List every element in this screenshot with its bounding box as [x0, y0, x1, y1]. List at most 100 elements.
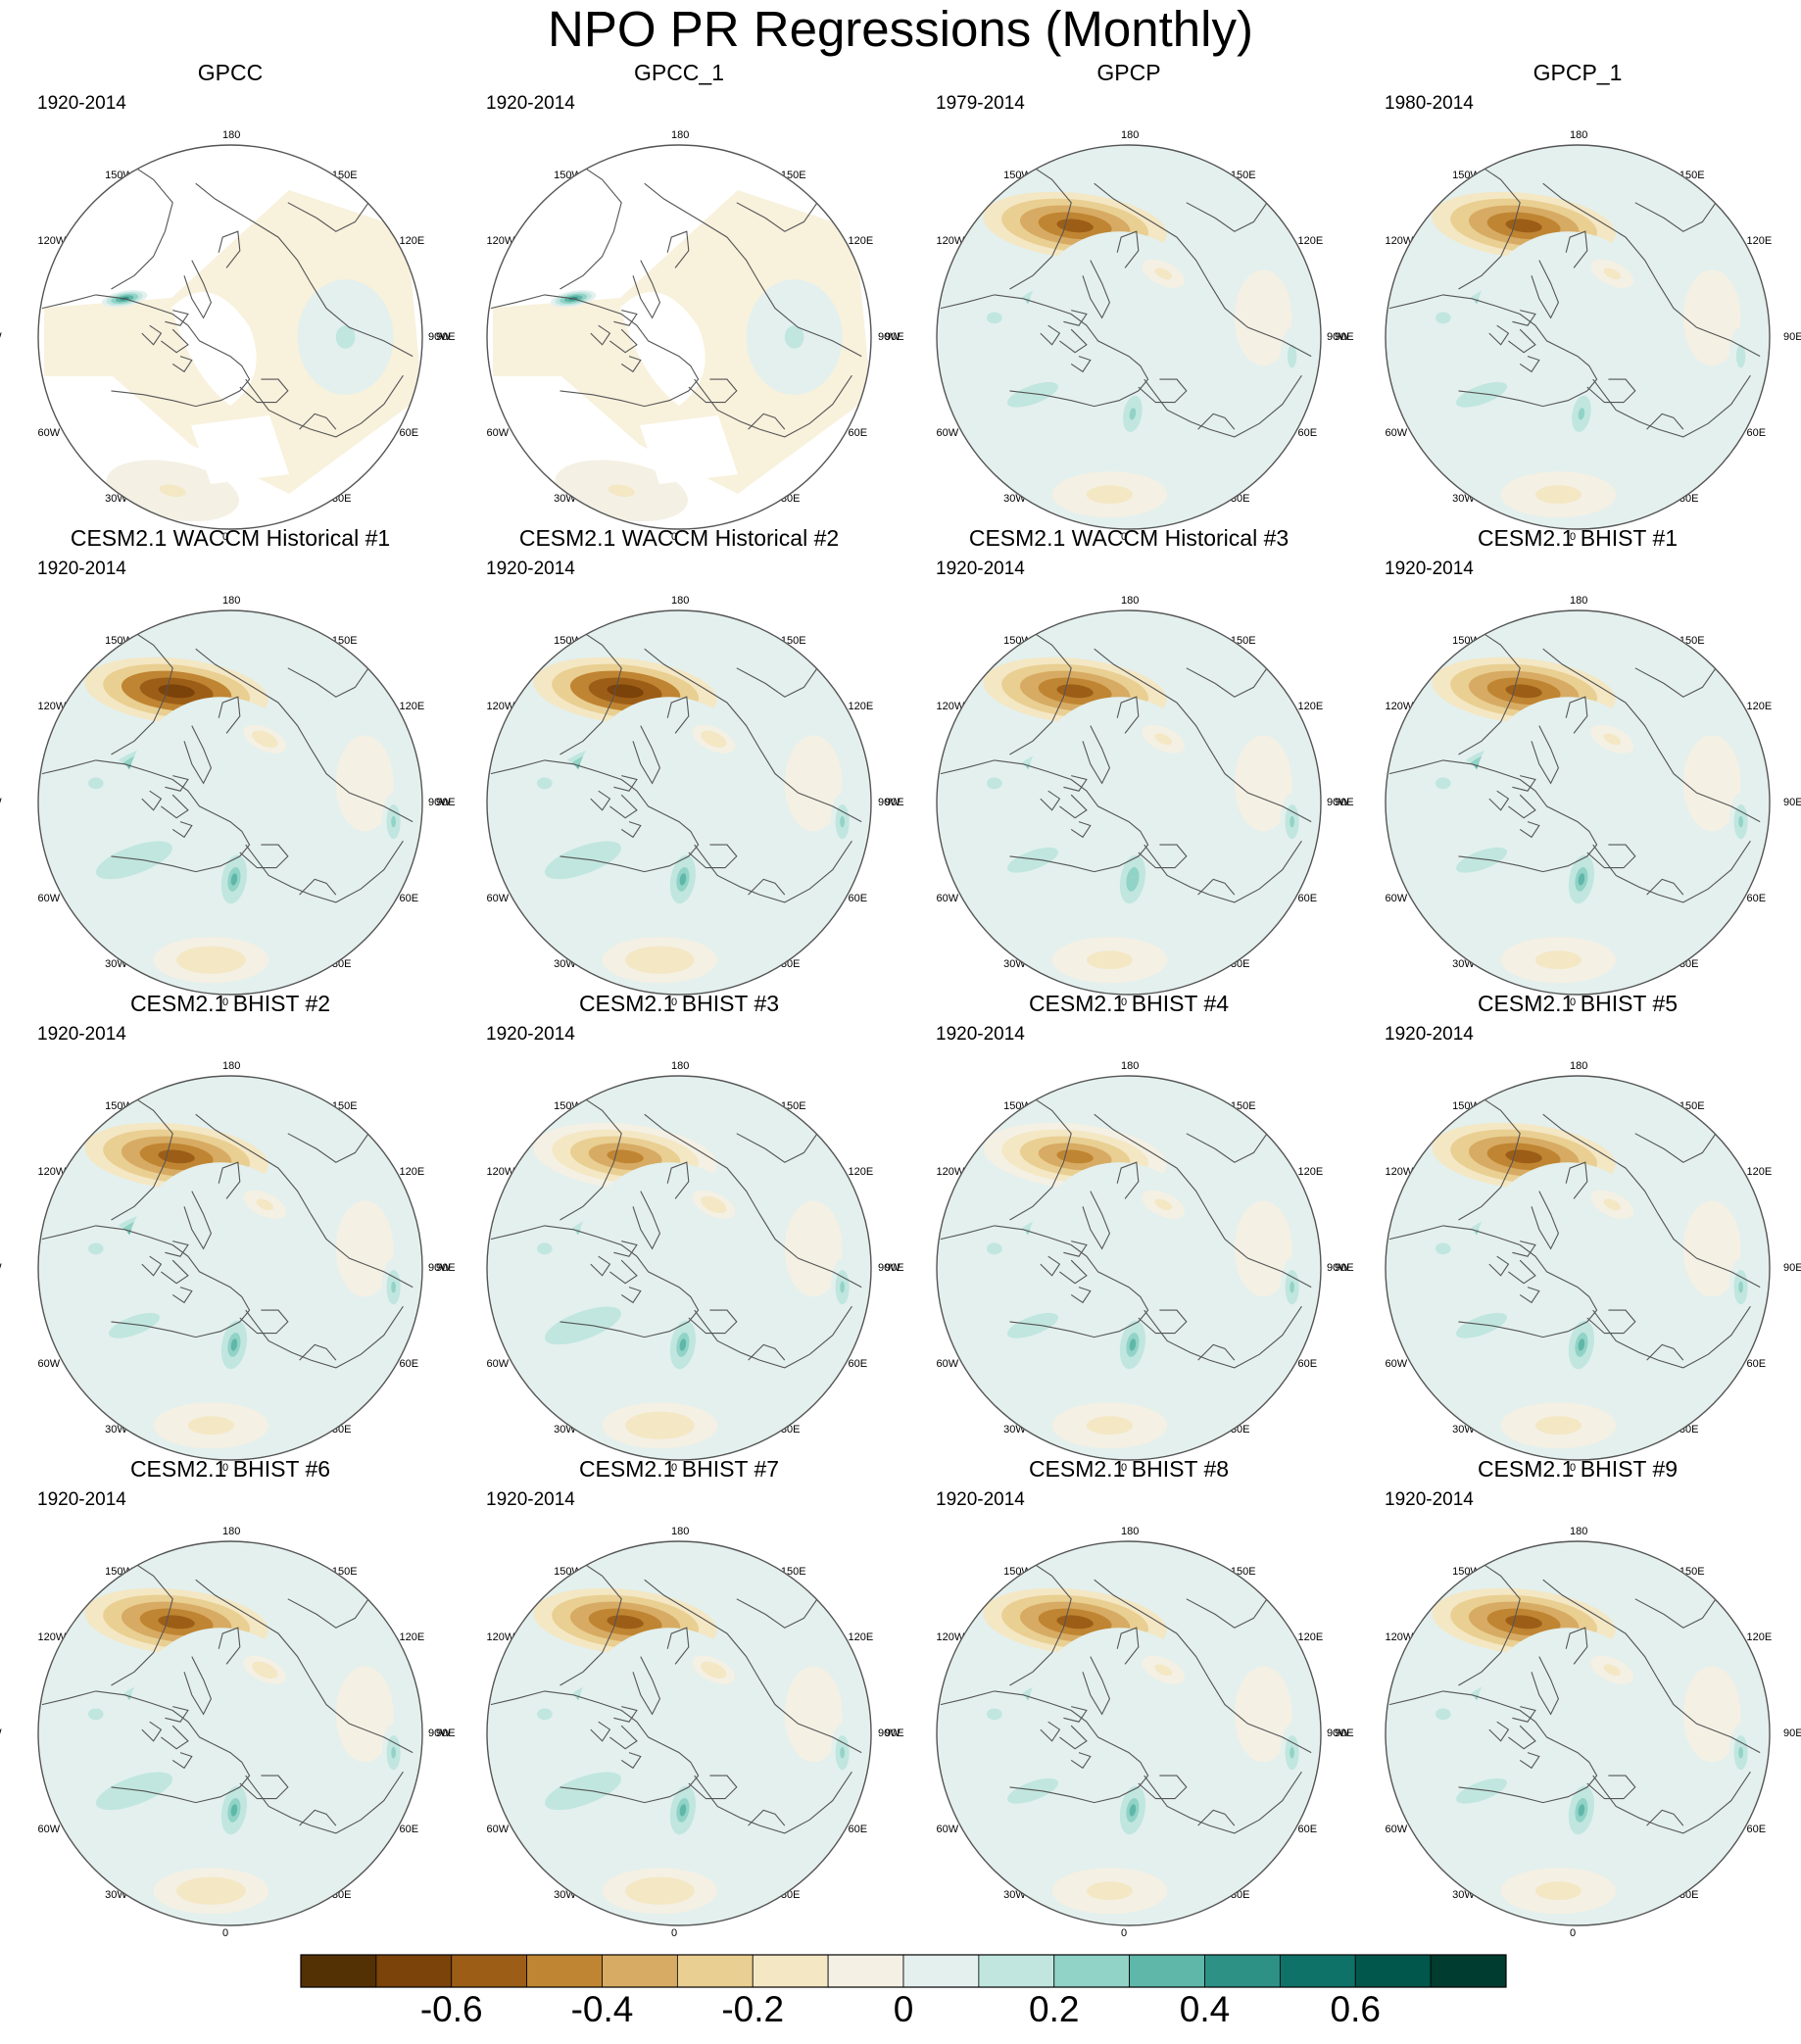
india-positive-anomaly: [391, 1281, 396, 1293]
coastline: [590, 324, 611, 346]
longitude-label: 90W: [428, 1262, 451, 1274]
arctic-positive-anomaly: [1548, 781, 1587, 824]
longitude-label: 120W: [486, 1631, 515, 1643]
longitude-label: 180: [671, 595, 690, 607]
negative-anomaly: [608, 484, 635, 498]
coastline: [1197, 878, 1236, 896]
coastline: [165, 1706, 189, 1723]
colorbar-tick-label: -0.6: [419, 1989, 483, 2029]
greenland-positive-anomaly: [679, 873, 687, 886]
positive-anomaly: [335, 325, 356, 349]
longitude-label: 120E: [399, 235, 425, 247]
map-border: [936, 1075, 1322, 1461]
longitude-label: 60E: [1297, 427, 1318, 439]
map-border: [37, 1075, 423, 1461]
longitude-label: 120E: [399, 1166, 425, 1178]
coastline: [632, 725, 661, 785]
longitude-label: 60E: [1297, 1824, 1318, 1835]
greenland-positive-anomaly: [1129, 873, 1137, 886]
india-positive-anomaly: [1290, 815, 1294, 828]
panel-period: 1920-2014: [37, 93, 126, 114]
coastline: [1388, 759, 1598, 873]
longitude-label: 120E: [1297, 1631, 1324, 1643]
coastline: [1512, 1241, 1536, 1257]
coastline: [218, 230, 241, 268]
coastline: [111, 1095, 173, 1221]
longitude-label: 120E: [848, 1166, 874, 1178]
longitude-label: 90W: [428, 797, 451, 808]
greenland-positive-anomaly: [1578, 873, 1585, 886]
coastline: [1458, 629, 1521, 755]
coastline: [245, 840, 404, 903]
longitude-label: 180: [1570, 1060, 1588, 1072]
india-positive-anomaly: [1738, 815, 1743, 828]
india-positive-anomaly: [1290, 350, 1294, 363]
arctic-positive-anomaly: [1099, 1712, 1139, 1755]
polar-map: [1385, 1540, 1771, 1926]
polar-map: [936, 609, 1322, 996]
coastline: [141, 790, 163, 811]
longitude-label: 0: [1570, 997, 1577, 1008]
coastline: [1519, 356, 1540, 373]
coastline: [609, 794, 638, 819]
coastline: [644, 1113, 862, 1289]
coastline: [218, 1627, 241, 1665]
longitude-label: 0: [671, 1927, 678, 1939]
map-border: [37, 144, 423, 530]
coastline: [141, 1721, 163, 1742]
coastline: [1116, 1627, 1140, 1665]
arctic-positive-anomaly: [1548, 1246, 1587, 1290]
pacific-positive-anomaly: [986, 777, 1002, 790]
colorbar-tick-label: 0.2: [1029, 1989, 1080, 2029]
panel-period: 1920-2014: [936, 1489, 1025, 1510]
longitude-label: 0: [1570, 1462, 1577, 1474]
longitude-label: 60W: [486, 893, 510, 904]
coastline: [620, 821, 642, 839]
greenland-positive-anomaly: [1129, 408, 1137, 420]
coastline: [1063, 310, 1088, 326]
asia-negative-anomaly: [359, 1704, 371, 1725]
coastline: [1519, 1752, 1540, 1770]
atlantic-positive-anomaly: [1020, 1319, 1046, 1333]
polar-map: [486, 144, 872, 530]
atlantic-positive-anomaly: [570, 1784, 596, 1798]
map-border: [486, 144, 872, 530]
map-border: [486, 1540, 872, 1926]
coastline: [1144, 374, 1302, 438]
panel-title: GPCP_1: [1533, 60, 1623, 85]
coastline: [111, 1560, 173, 1686]
coastline: [666, 696, 690, 734]
coastline: [1512, 775, 1536, 792]
asia-negative-anomaly: [1257, 773, 1270, 794]
greenland-positive-anomaly: [1578, 1804, 1585, 1817]
coastline: [1070, 1287, 1092, 1304]
panel-title: GPCC: [197, 60, 264, 85]
coastline: [165, 310, 189, 326]
longitude-label: 60W: [936, 1824, 959, 1835]
longitude-label: 180: [1121, 595, 1140, 607]
asia-negative-anomaly: [807, 1239, 820, 1259]
coastline: [1565, 1161, 1588, 1199]
panel-period: 1920-2014: [1385, 1024, 1474, 1045]
panel-period: 1920-2014: [936, 1024, 1025, 1045]
coastline: [1070, 356, 1092, 373]
asia-negative-anomaly: [359, 773, 371, 794]
coastline: [613, 1241, 638, 1257]
longitude-label: 90E: [885, 797, 904, 808]
coastline: [1070, 1752, 1092, 1770]
longitude-label: 180: [222, 129, 241, 141]
asia-negative-anomaly: [1706, 1239, 1719, 1259]
coastline: [748, 1809, 786, 1826]
coastline: [183, 1656, 213, 1716]
longitude-label: 180: [671, 129, 690, 141]
coastline: [1116, 696, 1140, 734]
coastline: [1070, 821, 1092, 839]
coastline: [940, 1225, 1149, 1338]
panel-period: 1980-2014: [1385, 93, 1474, 114]
coastline: [41, 1690, 251, 1804]
coastline: [183, 725, 213, 785]
coastline: [694, 374, 852, 438]
coastline: [195, 1113, 414, 1289]
coastline: [613, 310, 638, 326]
greenland-positive-anomaly: [230, 1338, 238, 1351]
